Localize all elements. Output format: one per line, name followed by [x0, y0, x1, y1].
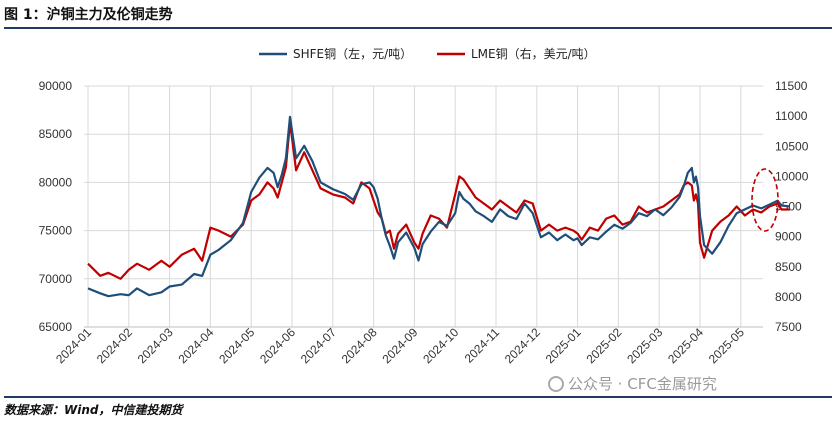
watermark: 公众号 · CFC金属研究: [548, 373, 717, 394]
axes: 90000 85000 80000 75000 70000 65000 11500 11000…: [39, 79, 809, 366]
y-left-tick-label: 65000: [39, 320, 73, 334]
y-right-tick-label: 10000: [775, 169, 809, 183]
x-tick-label: 2025-03: [624, 325, 665, 366]
y-left-tick-label: 80000: [39, 175, 73, 189]
legend-label-shfe: SHFE铜（左，元/吨）: [293, 46, 412, 61]
series-lines: [87, 115, 790, 298]
legend: SHFE铜（左，元/吨） LME铜（右，美元/吨）: [259, 46, 596, 61]
y-right-tick-label: 8000: [775, 290, 802, 304]
wechat-icon: [548, 375, 564, 392]
x-tick-label: 2024-07: [298, 325, 339, 366]
x-tick-label: 2024-03: [135, 325, 176, 366]
x-tick-label: 2025-04: [665, 325, 706, 366]
title-divider: [4, 27, 832, 29]
y-right-tick-label: 7500: [775, 320, 802, 334]
x-tick-label: 2024-05: [216, 325, 257, 366]
chart-title: 图 1：沪铜主力及伦铜走势: [4, 7, 173, 23]
y-right-tick-label: 9000: [775, 230, 802, 244]
y-left-tick-label: 70000: [39, 272, 73, 286]
footer-divider: [4, 396, 832, 398]
x-tick-label: 2024-04: [175, 325, 216, 366]
y-right-tick-label: 10500: [775, 139, 809, 153]
x-tick-label: 2024-08: [339, 325, 380, 366]
legend-label-lme: LME铜（右，美元/吨）: [471, 46, 596, 61]
y-right-tick-label: 11500: [775, 79, 808, 93]
x-tick-label: 2024-10: [420, 325, 461, 366]
source-note: 数据来源：Wind，中信建投期货: [4, 403, 183, 417]
y-left-tick-label: 85000: [39, 127, 73, 141]
shfe-copper-line: [87, 115, 790, 298]
x-tick-label: 2025-05: [706, 325, 747, 366]
x-tick-label: 2024-09: [379, 325, 420, 366]
y-left-tick-label: 75000: [39, 224, 73, 238]
x-tick-label: 2024-06: [257, 325, 298, 366]
y-right-tick-label: 8500: [775, 260, 802, 274]
y-right-tick-label: 11000: [775, 109, 808, 123]
highlight-ellipse: [751, 168, 779, 232]
x-tick-label: 2024-11: [462, 325, 503, 366]
lme-copper-line: [87, 121, 790, 280]
y-left-tick-label: 90000: [39, 79, 73, 93]
watermark-text: 公众号 · CFC金属研究: [568, 375, 717, 393]
x-tick-label: 2024-12: [502, 325, 543, 366]
x-tick-label: 2025-01: [543, 325, 584, 366]
x-tick-label: 2025-02: [583, 325, 624, 366]
x-tick-label: 2024-02: [94, 325, 135, 366]
